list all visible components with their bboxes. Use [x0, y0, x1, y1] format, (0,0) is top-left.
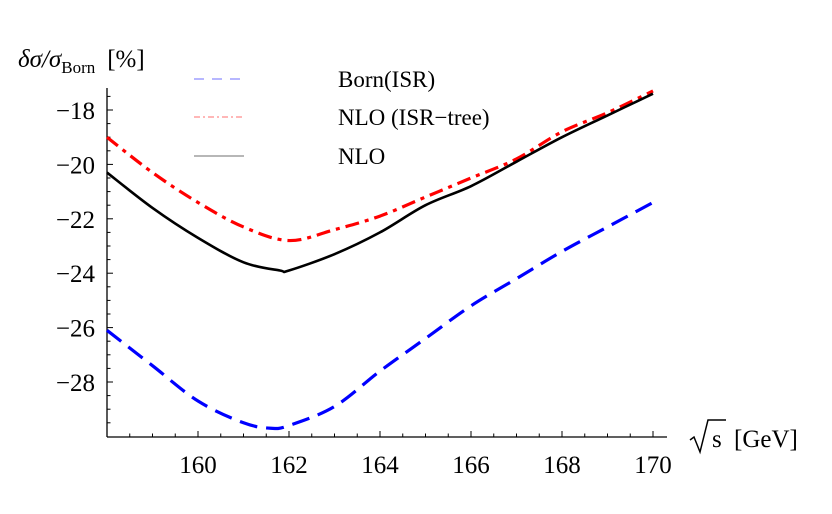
x-axis-title: s [GeV]	[689, 419, 798, 455]
legend-label: NLO (ISR−tree)	[338, 105, 490, 130]
x-tick-label: 168	[543, 452, 581, 479]
legend: Born(ISR) NLO (ISR−tree) NLO	[194, 67, 490, 169]
x-tick-label: 166	[452, 452, 490, 479]
axes: −18 −20 −22 −24 −26 −28 160 162 164 166 168 170	[56, 88, 672, 479]
y-tick-label: −24	[56, 261, 96, 288]
y-tick-label: −20	[56, 152, 95, 179]
y-tick-label: −28	[56, 370, 95, 397]
curve-born-isr	[106, 201, 654, 431]
x-tick-label: 162	[270, 452, 308, 479]
x-tick-label: 160	[179, 452, 217, 479]
y-axis-title: δσ/σBorn [%]	[18, 46, 145, 77]
svg-text:s: s	[712, 426, 722, 453]
curve-nlo-isr-tree	[106, 89, 654, 243]
y-tick-label: −18	[56, 98, 95, 125]
svg-text:[GeV]: [GeV]	[734, 426, 798, 453]
sqrt-icon	[689, 419, 726, 455]
plot-area	[106, 89, 654, 431]
legend-label: NLO	[338, 144, 385, 169]
legend-label: Born(ISR)	[338, 67, 435, 92]
y-tick-label: −26	[56, 316, 95, 343]
y-tick-label: −22	[56, 207, 95, 234]
curve-nlo	[106, 92, 654, 274]
x-tick-label: 164	[361, 452, 399, 479]
x-tick-label: 170	[634, 452, 672, 479]
